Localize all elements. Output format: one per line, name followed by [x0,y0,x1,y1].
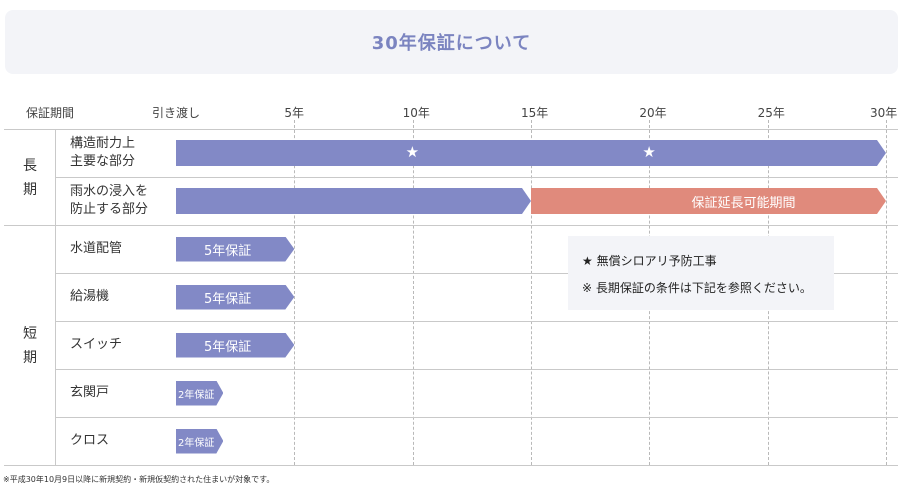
x-tick-label: 20年 [639,106,667,120]
row-label: 給湯機 [70,288,109,306]
gridline-horizontal [55,321,898,322]
bar-label: 5年保証 [204,291,252,307]
category-separator [55,129,56,465]
page-title: 30年保証について [371,33,532,54]
row-label-line: クロス [70,433,110,448]
category-label: 短 [23,326,37,342]
gridline-horizontal [55,177,898,178]
legend-condition-note: ※ 長期保証の条件は下記を参照ください。 [582,281,812,295]
category-label: 期 [23,350,37,366]
row-label-line: 雨水の浸入を [70,184,149,199]
star-marker: ★ [642,143,656,161]
bar: 5年保証 [176,332,295,358]
gridline-horizontal [55,417,898,418]
bar-label: 5年保証 [204,243,252,259]
gridline-horizontal [55,369,898,370]
row-label-line: 給湯機 [70,289,110,304]
bar: 2年保証 [176,428,224,454]
gridline-horizontal [4,225,898,226]
title-banner: 30年保証について [5,10,898,74]
gridline-vertical [294,120,295,465]
x-tick-label: 5年 [284,106,304,120]
row-label-line: 水道配管 [70,241,123,256]
category-label: 期 [23,182,37,198]
row-label: 構造耐力上主要な部分 [70,135,135,171]
bar: 5年保証 [176,236,295,262]
gridline-horizontal [55,273,898,274]
legend-star-note: ★ 無償シロアリ予防工事 [582,254,717,268]
gridline-vertical [413,120,414,465]
gridline-horizontal [4,465,898,466]
x-tick-label: 15年 [521,106,549,120]
bar [176,188,531,214]
bar: 5年保証 [176,284,295,310]
row-label: 水道配管 [70,240,122,258]
row-label: スイッチ [70,336,122,354]
gridline-vertical [531,120,532,465]
axis-header-label: 保証期間 [26,106,75,120]
row-label-line: 防止する部分 [70,202,149,217]
row-label-line: 玄関戸 [70,385,110,400]
row-label: 雨水の浸入を 防止する部分 [70,183,148,219]
row-label: 玄関戸 [70,384,109,402]
gridline-vertical [886,120,887,465]
bar-label: 2年保証 [178,437,215,449]
x-tick-label: 引き渡し [152,106,201,120]
row-label-line: スイッチ [70,337,123,352]
row-label-line: 構造耐力上 [70,136,136,151]
category-label: 長 [23,158,37,174]
bar [176,140,886,166]
bar-label: 保証延長可能期間 [691,195,796,211]
bar-label: 5年保証 [204,339,252,355]
row-label: クロス [70,432,109,450]
legend-box: ★ 無償シロアリ予防工事 ※ 長期保証の条件は下記を参照ください。 [568,236,834,310]
star-marker: ★ [405,143,420,161]
x-tick-label: 30年 [870,106,898,120]
bar-label: 2年保証 [178,389,215,401]
bar: 2年保証 [176,380,224,406]
row-label-line: 主要な部分 [70,154,136,169]
x-tick-label: 10年 [402,106,430,120]
gridline-horizontal [4,129,898,130]
footnote: ※平成30年10月9日以降に新規契約・新規仮契約された住まいが対象です。 [3,475,275,484]
bar: 保証延長可能期間 [531,188,886,214]
x-tick-label: 25年 [757,106,785,120]
